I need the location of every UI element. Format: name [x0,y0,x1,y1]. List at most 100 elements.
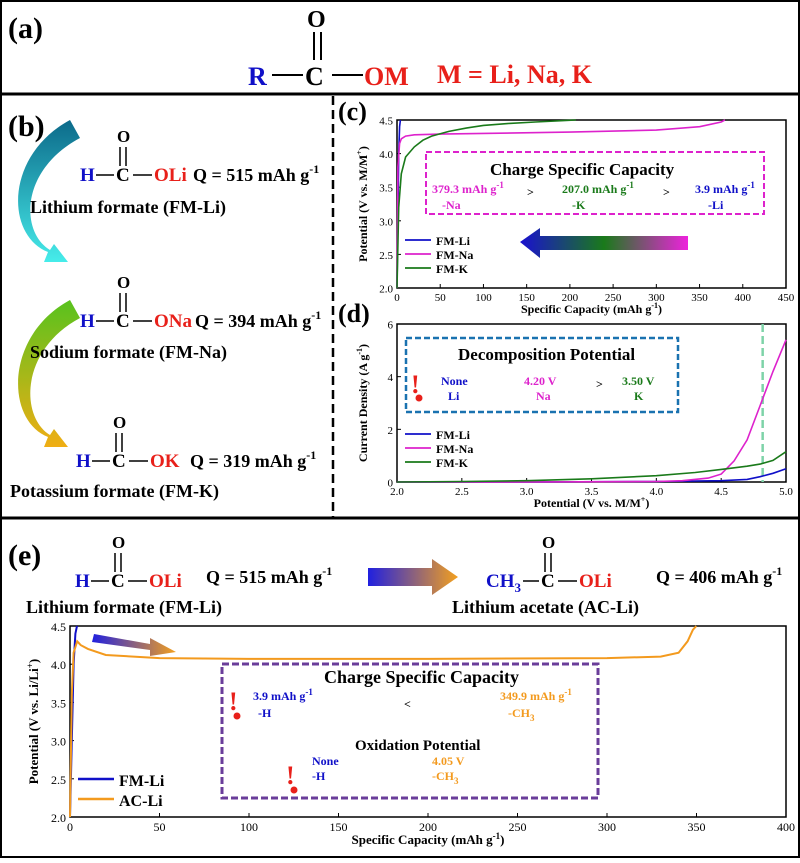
chart-d-ytick-label: 2 [388,425,394,437]
chart-d-xtick-label: 5.0 [779,486,793,498]
chart-e-ytick-label: 3.5 [51,696,66,710]
chart-c-ylabel: Potential (V vs. M/M+) [355,146,370,262]
fm-k-name: Potassium formate (FM-K) [10,481,219,502]
e-exclaim-dot-2 [290,786,298,794]
fm-na-ion: ONa [154,311,193,332]
c-cap-na: 379.3 mAh g-1 [432,180,504,196]
chart-c-ytick-label: 4.0 [379,149,393,161]
fm-li-q: Q = 515 mAh g-1 [193,162,319,185]
chart-e-series-ac-li [69,625,698,818]
chart-d-xtick-label: 4.0 [649,486,663,498]
e-right-ch3: CH3 [486,571,522,595]
chart-c-ylabel-sup: + [355,150,364,155]
fm-li-c: C [116,165,130,186]
c-sep-2: > [663,185,670,199]
chart-e-legend-label-ac-li: AC-Li [119,793,163,810]
e-exclaim-icon-1: ! [229,687,238,716]
panel-e-header: (e) O H C OLi Q = 515 mAh g-1 Lithium fo… [8,533,782,618]
chart-c: 0 50 100 150 200 250 300 350 400 450 2.0 2.5 3.0 3.5 4… [355,116,795,317]
chart-c-xlabel-sup: -1 [651,301,658,310]
c-cap-k: 207.0 mAh g-1 [562,180,634,196]
e-left-c: C [111,571,125,592]
chart-c-legend-label-fm-na: FM-Na [436,248,473,262]
chart-c-ytick-label: 2.5 [379,250,393,262]
fm-na-o: O [117,273,130,292]
c-cap-li: 3.9 mAh g-1 [695,180,755,196]
chart-e-xtick-label: 300 [598,820,616,834]
c-sep-1: > [527,185,534,199]
formula-om: OM [364,62,409,91]
e-right-q: Q = 406 mAh g-1 [656,564,782,587]
fm-k-h: H [76,451,91,472]
chart-c-xtick-label: 150 [518,292,535,304]
chart-d-legend-label-fm-k: FM-K [436,456,469,470]
chart-d-xlabel: Potential (V vs. M/M+) [534,495,650,510]
chart-e-ytick-label: 4.0 [51,658,66,672]
e-exclaim-dot-1 [233,712,241,720]
chart-e-xtick-label: 150 [330,820,348,834]
chart-e-xlabel-close: ) [500,832,504,847]
e-ox-ch3: 4.05 V [432,754,465,768]
chart-c-xtick-label: 50 [435,292,447,304]
e-left-o: O [112,533,125,552]
chart-d-xlabel-text: Potential (V vs. M/M [534,496,641,510]
c-tag-k: -K [572,198,586,212]
e-right-o: O [542,533,555,552]
chart-c-legend-label-fm-li: FM-Li [436,234,471,248]
chart-e-xlabel: Specific Capacity (mAh g-1) [351,831,504,847]
e-cap-sep: < [404,697,411,711]
chart-c-xtick-label: 0 [394,292,400,304]
e-ox-ch3-tag: -CH3 [432,769,459,786]
chart-e-xtick-label: 400 [777,820,795,834]
e-annotation-box [220,662,600,800]
chart-e-xtick-label: 100 [240,820,258,834]
d-exclaim-icon: ! [411,370,420,399]
curved-arrow-2 [18,300,80,447]
d-tag-k: K [634,389,644,403]
compound-fm-na: O H C ONa Q = 394 mAh g-1 Sodium formate… [30,273,321,363]
chart-e-ylabel-sup: + [25,663,35,668]
chart-e-xtick-label: 250 [509,820,527,834]
e-cap-ch3: 349.9 mAh g-1 [500,687,572,703]
chart-d-xlabel-sup: + [641,495,646,504]
chart-e-ylabel-text: Potential (V vs. Li/Li [26,668,41,784]
e-left-ion: OLi [149,571,182,592]
panel-d-overlay: (d) Decomposition Potential ! None Li 4.… [338,299,680,414]
e-ox-h-tag: -H [312,769,326,783]
c-gradient-arrow [520,228,688,258]
panel-e-label: (e) [8,539,41,572]
chart-d-xtick-label: 3.0 [520,486,534,498]
chart-e-xtick-label: 200 [419,820,437,834]
chart-c-ytick-label: 3.0 [379,216,393,228]
d-sep: > [596,377,603,391]
chart-d-ylabel: Current Density (A g-1) [355,344,370,462]
chart-d-xtick-label: 4.5 [714,486,728,498]
chart-d-series-fm-na [397,339,787,483]
fm-k-c: C [112,451,126,472]
fm-k-ion: OK [150,451,180,472]
c-annotation-box [425,151,765,215]
fm-li-h: H [80,165,95,186]
chart-e-ylabel-close: ) [26,659,41,663]
chart-d-xlabel-close: ) [645,496,649,510]
carbonyl-o: O [307,7,326,33]
e-left-h: H [75,571,90,592]
formula-caption: M = Li, Na, K [437,60,593,89]
chart-e-legend-label-fm-li: FM-Li [119,773,165,790]
chart-e-xtick-label: 50 [154,820,166,834]
chart-d-xtick-label: 3.5 [585,486,599,498]
chart-c-series-fm-k [396,119,576,289]
d-annotation-box [404,336,680,414]
chart-c-ytick-label: 4.5 [379,116,393,128]
d-val-na: 4.20 V [524,374,557,388]
panel-b-label: (b) [8,110,45,143]
panel-b: (b) O H C OLi Q = 515 mAh g-1 Lithium fo… [8,110,321,502]
fm-li-o: O [117,127,130,146]
chart-e-xtick-label: 350 [688,820,706,834]
e-annotation-title2: Oxidation Potential [355,738,480,754]
e-right-ion: OLi [579,571,612,592]
chart-c-ylabel-close: ) [356,146,370,150]
d-exclaim-dot [415,394,423,402]
